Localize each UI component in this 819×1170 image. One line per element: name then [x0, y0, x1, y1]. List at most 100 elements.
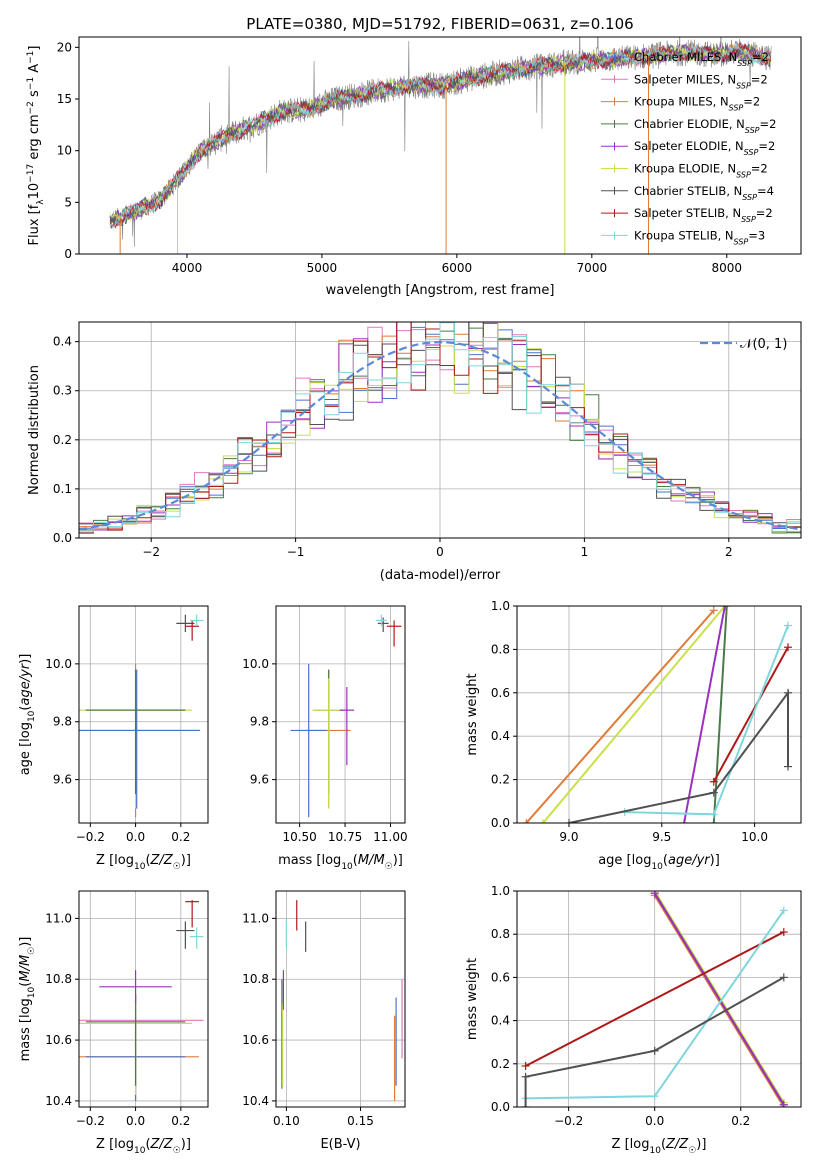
weight-series [709, 643, 793, 786]
plot-frame [78, 890, 209, 1108]
x-tick-label: 10.75 [328, 830, 362, 844]
weight-series [522, 606, 718, 823]
x-axis-label: (data-model)/error [380, 568, 501, 583]
legend-entry: Salpeter ELODIE, NSSP=2 [601, 139, 775, 157]
x-tick-label: 1 [581, 545, 589, 559]
weight-series [680, 606, 729, 823]
x-tick-label: −1 [287, 545, 305, 559]
legend-label: Kroupa ELODIE, NSSP=2 [634, 162, 768, 180]
weight-line [653, 894, 785, 1107]
y-tick-label: 9.6 [53, 773, 72, 787]
legend-entry: Salpeter MILES, NSSP=2 [601, 72, 768, 90]
data-point [189, 927, 204, 949]
x-tick-label: −0.2 [76, 1114, 105, 1128]
legend-entry: Chabrier ELODIE, NSSP=2 [601, 117, 776, 134]
weight-series [650, 891, 788, 1107]
y-tick-label: 0.2 [491, 773, 510, 787]
y-tick-label: 15 [57, 92, 72, 106]
plot-frame [275, 890, 406, 1108]
y-tick-label: 0.4 [491, 1014, 510, 1028]
weight-line [525, 931, 785, 1067]
y-tick-label: 0.0 [491, 1100, 510, 1114]
y-axis-label: age [log10(age/yr)] [18, 654, 37, 776]
y-tick-label: 11.0 [242, 911, 269, 925]
spectrum-plot-area [109, 37, 772, 254]
y-tick-label: 0.0 [491, 816, 510, 830]
weight-series [538, 606, 729, 823]
x-axis-label: Z [log10(Z/Z☉)] [96, 1137, 191, 1156]
normal-curve [79, 341, 801, 531]
weight-line [624, 625, 789, 816]
y-tick-label: 0.2 [53, 433, 72, 447]
plot-frame [516, 605, 802, 824]
legend-entry: Chabrier MILES, NSSP=2 [601, 50, 769, 68]
x-tick-label: 0 [436, 545, 444, 559]
x-tick-label: 9.5 [652, 830, 671, 844]
y-tick-label: 10.0 [45, 657, 72, 671]
data-point [176, 614, 195, 633]
data-point [79, 669, 201, 809]
weight-line [653, 892, 785, 1106]
data-point [312, 678, 346, 809]
y-tick-label: 0.8 [491, 642, 510, 656]
x-tick-label: 9.0 [559, 830, 578, 844]
x-tick-label: 0.0 [126, 830, 145, 844]
histogram-series [79, 322, 801, 533]
weight-line [542, 606, 726, 823]
x-tick-label: 11.00 [373, 830, 407, 844]
x-axis-label: mass [log10(M/M☉)] [278, 853, 403, 872]
x-tick-label: 0.2 [171, 1114, 190, 1128]
histogram-plot-area [79, 322, 801, 534]
legend-label: Salpeter MILES, NSSP=2 [634, 72, 768, 90]
x-tick-label: 7000 [577, 261, 608, 275]
weight-series [620, 621, 793, 819]
x-axis-label: Z [log10(Z/Z☉)] [612, 1137, 707, 1156]
x-tick-label: 10.0 [741, 830, 768, 844]
x-tick-label: 0.15 [347, 1114, 374, 1128]
x-axis-label: E(B-V) [320, 1137, 360, 1152]
y-tick-label: 1.0 [491, 884, 510, 898]
y-tick-label: 0.6 [491, 686, 510, 700]
mass-vs-reddening-panel: 0.10 0.15 10.4 10.6 10.8 11.0 E(B-V) [242, 890, 406, 1152]
y-tick-label: 10.0 [242, 657, 269, 671]
x-tick-label: −2 [142, 545, 160, 559]
model-spectrum [109, 43, 772, 229]
y-tick-label: 10.6 [242, 1033, 269, 1047]
data-point [85, 994, 186, 1086]
y-tick-label: 0.0 [53, 531, 72, 545]
plot-area [521, 891, 788, 1107]
histogram-series [79, 322, 801, 534]
legend-label: Kroupa STELIB, NSSP=3 [634, 228, 765, 246]
data-point [189, 614, 204, 627]
y-tick-label: 10.6 [45, 1033, 72, 1047]
legend: Chabrier MILES, NSSP=2 Salpeter MILES, NS… [601, 50, 776, 246]
plot-frame [516, 890, 802, 1108]
data-point [339, 687, 355, 766]
x-tick-label: 0.0 [645, 1114, 664, 1128]
y-tick-label: 10.4 [45, 1094, 72, 1108]
data-point [375, 614, 387, 627]
legend-entry: Kroupa ELODIE, NSSP=2 [601, 162, 768, 180]
weight-series [521, 928, 788, 1070]
y-axis-label: mass [log10(M/M☉)] [18, 937, 37, 1062]
y-tick-label: 5 [64, 195, 72, 209]
model-spectrum [109, 41, 772, 230]
legend-entry: Kroupa MILES, NSSP=2 [601, 95, 760, 112]
weight-line [525, 609, 715, 823]
plot-frame [275, 605, 406, 824]
weight-series [564, 688, 793, 823]
y-tick-label: 0.1 [53, 482, 72, 496]
y-tick-label: 10 [57, 144, 72, 158]
legend-label: Chabrier MILES, NSSP=2 [634, 50, 769, 68]
data-point [85, 669, 186, 795]
y-tick-label: 20 [57, 40, 72, 54]
weight-line [712, 646, 789, 783]
data-point [185, 900, 199, 928]
y-axis-label: Flux [fλ10−17 erg cm−2 s−1 A−1] [26, 46, 46, 246]
legend-label: Salpeter ELODIE, NSSP=2 [634, 139, 775, 157]
weight-line [683, 606, 726, 823]
x-tick-label: 0.2 [731, 1114, 750, 1128]
weight-line [712, 606, 728, 823]
mass-weight-vs-metallicity-panel: −0.2 0.0 0.2 0.0 0.2 0.4 0.6 0.8 1.0 mass weight Z… [465, 884, 802, 1156]
